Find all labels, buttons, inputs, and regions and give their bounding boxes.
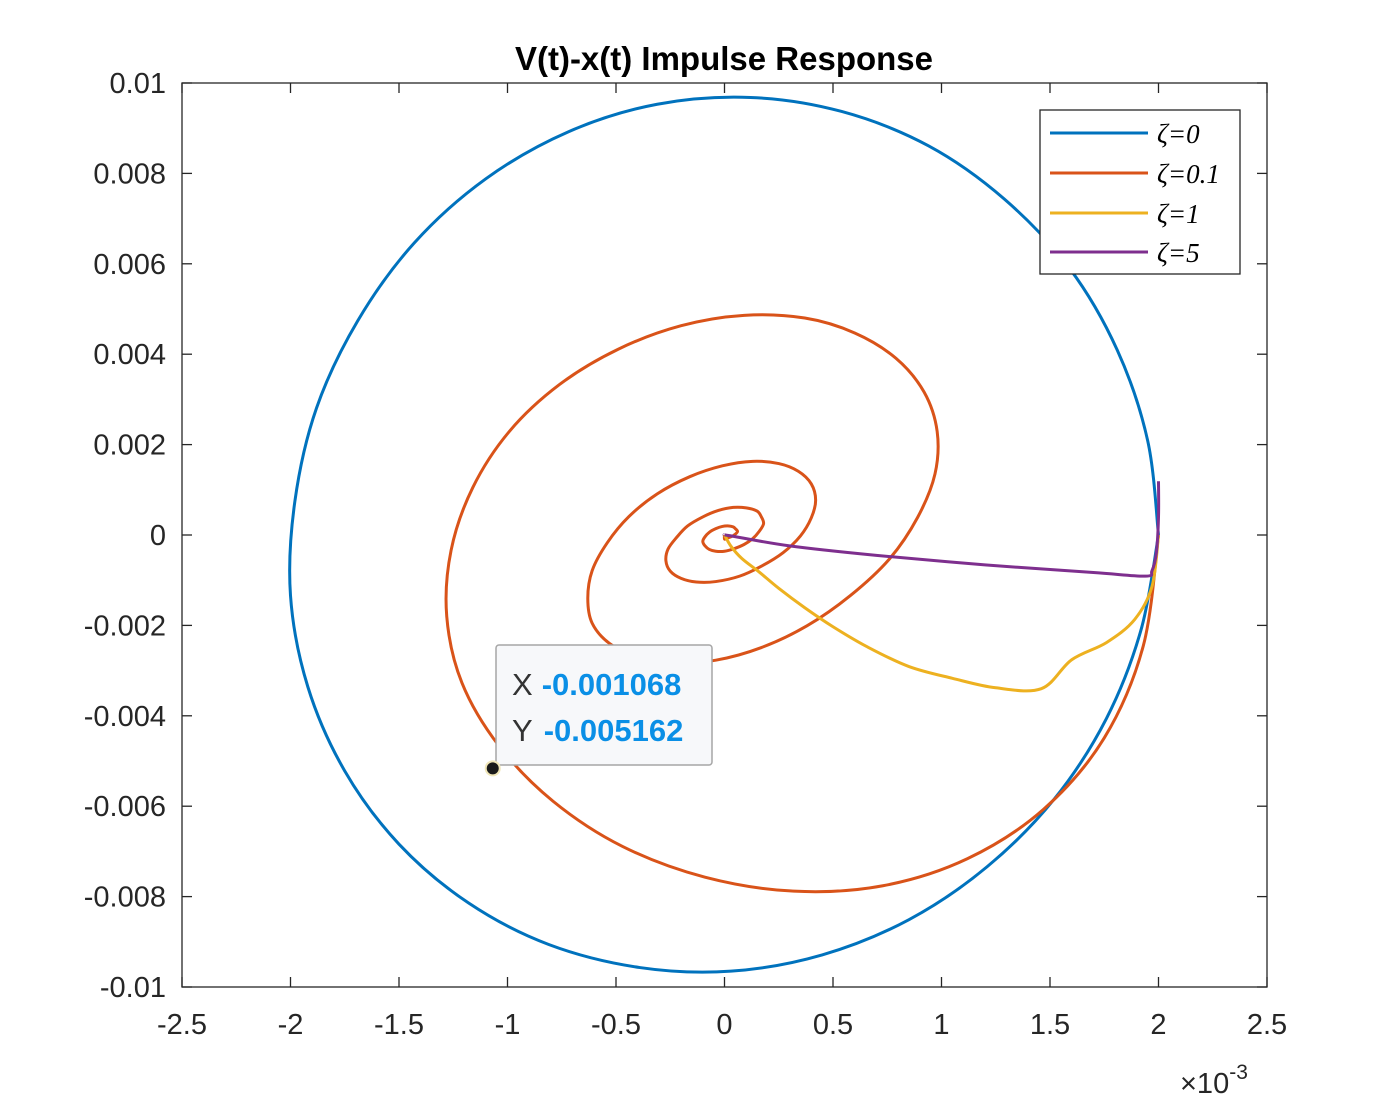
x-tick-label: 2 <box>1150 1009 1166 1041</box>
legend-label-zeta-0: ζ=0 <box>1157 119 1200 149</box>
series-line-zeta-0-1[interactable] <box>444 313 1160 894</box>
x-tick-label: -0.5 <box>591 1009 641 1041</box>
data-tip-x-label: X <box>512 667 533 702</box>
y-tick-label: 0.008 <box>93 158 166 190</box>
data-tip-y-label: Y <box>512 713 533 748</box>
y-tick-label: -0.004 <box>84 701 166 733</box>
y-tick-label: 0.006 <box>93 249 166 281</box>
x-tick-label: 2.5 <box>1247 1009 1287 1041</box>
axes-box <box>181 82 1268 988</box>
y-tick-label: -0.006 <box>84 791 166 823</box>
legend[interactable]: ζ=0 ζ=0.1 ζ=1 ζ=5 <box>1039 109 1241 275</box>
legend-box <box>1039 109 1241 275</box>
y-tick-label: 0.002 <box>93 430 166 462</box>
series-layer <box>288 95 1161 974</box>
data-tip-y-value: -0.005162 <box>544 713 684 748</box>
x-tick-label: -2.5 <box>157 1009 207 1041</box>
y-tick-label: 0.004 <box>93 339 166 371</box>
legend-label-zeta-1: ζ=1 <box>1157 199 1200 229</box>
x-tick-label: 0 <box>716 1009 732 1041</box>
y-tick-label: 0.01 <box>110 68 166 100</box>
series-line-zeta-5[interactable] <box>722 481 1161 578</box>
data-tip-box <box>495 644 713 766</box>
x-tick-label: -2 <box>278 1009 304 1041</box>
x-tick-label: 1.5 <box>1030 1009 1070 1041</box>
data-tip-y-row: Y -0.005162 <box>512 713 683 748</box>
series-line-zeta-0[interactable] <box>288 95 1160 974</box>
series-line-zeta-1[interactable] <box>723 534 1160 693</box>
legend-label-zeta-5: ζ=5 <box>1157 238 1200 268</box>
y-tick-label: -0.008 <box>84 882 166 914</box>
y-tick-label: 0 <box>150 520 166 552</box>
axes-ticks: -2.5 -2 -1.5 -1 -0.5 0 0.5 1 1.5 2 2.5 0.01 0.008 0.0… <box>84 68 1287 1041</box>
data-tip-x-row: X -0.001068 <box>512 667 681 702</box>
x-tick-label: 1 <box>933 1009 949 1041</box>
chart-title: V(t)-x(t) Impulse Response <box>515 40 933 77</box>
data-tip-x-value: -0.001068 <box>542 667 682 702</box>
y-tick-label: -0.002 <box>84 610 166 642</box>
y-tick-label: -0.01 <box>100 972 166 1004</box>
data-tip[interactable]: X -0.001068 Y -0.005162 <box>484 644 713 777</box>
x-tick-label: -1.5 <box>374 1009 424 1041</box>
data-tip-marker[interactable] <box>484 760 501 777</box>
x-tick-label: 0.5 <box>813 1009 853 1041</box>
x-tick-label: -1 <box>495 1009 521 1041</box>
svg-text:×10-3: ×10-3 <box>1180 1061 1248 1100</box>
x-exponent-label: ×10-3 <box>1180 1061 1248 1100</box>
legend-label-zeta-0-1: ζ=0.1 <box>1157 159 1220 189</box>
